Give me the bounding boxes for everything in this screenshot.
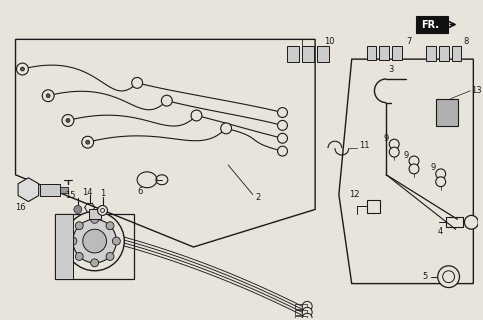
Bar — [392, 46, 402, 60]
Text: 9: 9 — [430, 164, 435, 172]
Circle shape — [62, 115, 74, 126]
Bar — [317, 46, 329, 62]
Text: FR.: FR. — [421, 20, 439, 29]
Circle shape — [65, 212, 124, 271]
Circle shape — [98, 205, 108, 215]
Polygon shape — [18, 178, 39, 202]
Circle shape — [69, 237, 77, 245]
Circle shape — [75, 252, 83, 260]
Text: 6: 6 — [137, 187, 142, 196]
Circle shape — [221, 123, 231, 134]
Text: 5: 5 — [423, 272, 428, 281]
Circle shape — [73, 219, 116, 263]
Circle shape — [302, 313, 312, 320]
Bar — [436, 99, 457, 126]
Circle shape — [278, 108, 287, 117]
Circle shape — [302, 319, 312, 320]
Bar — [426, 46, 436, 61]
Bar — [295, 316, 307, 320]
Circle shape — [436, 177, 446, 187]
Bar — [367, 46, 376, 60]
Circle shape — [83, 229, 106, 253]
Bar — [89, 209, 100, 219]
Circle shape — [278, 133, 287, 143]
Circle shape — [389, 139, 399, 149]
Text: 9: 9 — [384, 134, 389, 143]
Text: 15: 15 — [65, 191, 75, 200]
Bar — [55, 214, 73, 279]
Circle shape — [91, 259, 99, 267]
Text: 4: 4 — [438, 227, 443, 236]
Circle shape — [74, 205, 82, 213]
Circle shape — [465, 215, 478, 229]
Bar — [60, 187, 68, 193]
Circle shape — [389, 147, 399, 157]
Text: 9: 9 — [403, 150, 409, 160]
Circle shape — [82, 136, 94, 148]
Circle shape — [42, 90, 54, 102]
Circle shape — [438, 266, 459, 288]
Bar — [367, 200, 381, 213]
Circle shape — [113, 237, 120, 245]
Bar — [295, 310, 307, 315]
Circle shape — [191, 110, 202, 121]
Text: 2: 2 — [256, 193, 261, 202]
Circle shape — [409, 156, 419, 166]
Text: 12: 12 — [349, 190, 360, 199]
Bar — [302, 46, 314, 62]
Circle shape — [106, 222, 114, 230]
Text: 14: 14 — [83, 188, 93, 197]
Bar — [40, 184, 60, 196]
Circle shape — [302, 307, 312, 317]
Circle shape — [20, 67, 25, 71]
Bar — [439, 46, 449, 61]
Bar — [446, 217, 464, 227]
Bar — [416, 16, 448, 33]
Circle shape — [409, 164, 419, 174]
Text: 7: 7 — [406, 37, 412, 46]
Circle shape — [66, 118, 70, 123]
Bar — [287, 46, 299, 62]
Text: 16: 16 — [15, 203, 26, 212]
Circle shape — [278, 146, 287, 156]
Text: 11: 11 — [359, 141, 369, 150]
Circle shape — [46, 94, 50, 98]
Text: 10: 10 — [324, 37, 335, 46]
Circle shape — [278, 120, 287, 130]
Text: 13: 13 — [471, 86, 482, 95]
Text: 1: 1 — [100, 189, 105, 198]
Circle shape — [302, 301, 312, 311]
Circle shape — [132, 77, 142, 88]
Bar — [380, 46, 389, 60]
Circle shape — [106, 252, 114, 260]
Bar — [452, 46, 461, 61]
Bar — [295, 304, 307, 309]
Circle shape — [436, 169, 446, 179]
Circle shape — [75, 222, 83, 230]
Circle shape — [16, 63, 28, 75]
Bar — [55, 214, 134, 279]
Circle shape — [161, 95, 172, 106]
Circle shape — [443, 271, 455, 283]
Circle shape — [91, 215, 99, 223]
Circle shape — [85, 140, 90, 144]
Text: 3: 3 — [388, 65, 394, 74]
Text: 8: 8 — [464, 37, 469, 46]
